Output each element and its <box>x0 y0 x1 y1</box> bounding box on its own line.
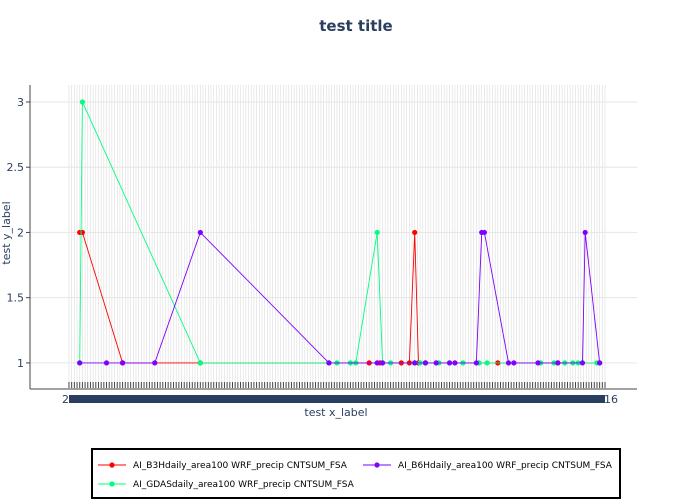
legend-box <box>91 448 621 499</box>
y-tick-label: 3 <box>17 96 24 109</box>
data-point <box>422 360 429 366</box>
x-axis-label: test x_label <box>304 406 367 419</box>
data-point <box>374 360 380 366</box>
data-point <box>412 229 418 236</box>
legend: AI_B3Hdaily_area100 WRF_precip CNTSUM_FS… <box>91 448 621 499</box>
data-point <box>77 360 83 366</box>
data-point <box>555 360 561 366</box>
data-point <box>326 360 332 366</box>
legend-swatch-marker <box>109 481 115 487</box>
data-point <box>535 360 541 366</box>
y-axis-label: test y_label <box>0 201 13 264</box>
y-tick-label: 1.5 <box>7 292 25 305</box>
data-point <box>582 229 588 236</box>
data-point <box>79 229 85 236</box>
data-point <box>446 360 453 366</box>
x-tick-labels-overlap <box>69 395 605 403</box>
data-point <box>433 360 439 366</box>
data-point <box>197 360 203 366</box>
data-point <box>484 360 490 366</box>
legend-swatch-marker <box>374 462 380 468</box>
data-point <box>505 360 512 366</box>
data-point <box>412 360 418 366</box>
data-point <box>473 360 479 366</box>
data-point <box>579 360 586 366</box>
series-group <box>77 229 603 366</box>
y-axis: 1 1.5 2 2.5 3 <box>7 85 31 389</box>
y-tick-label: 2.5 <box>7 161 25 174</box>
chart-title: test title <box>319 17 392 35</box>
data-point <box>597 360 603 366</box>
data-point <box>103 360 110 366</box>
grid <box>30 85 637 389</box>
x-tick-label-start: 20 <box>62 393 76 406</box>
data-point <box>379 360 386 366</box>
data-point <box>120 360 126 366</box>
data-point <box>374 229 380 236</box>
legend-label: AI_B6Hdaily_area100 WRF_precip CNTSUM_FS… <box>398 461 613 471</box>
legend-label: AI_B3Hdaily_area100 WRF_precip CNTSUM_FS… <box>133 461 348 471</box>
data-point <box>481 229 487 236</box>
data-point <box>152 360 158 366</box>
data-point <box>79 99 85 105</box>
series-layer <box>77 99 603 366</box>
legend-label: AI_GDASdaily_area100 WRF_precip CNTSUM_F… <box>133 480 355 490</box>
y-tick-label: 2 <box>17 226 24 239</box>
legend-swatch-marker <box>109 462 115 468</box>
data-point <box>511 360 517 366</box>
data-point <box>197 229 203 236</box>
x-tick-label-end: 16 <box>604 393 618 406</box>
data-point <box>452 360 458 366</box>
x-axis: 20 16 <box>30 382 637 406</box>
y-tick-label: 1 <box>17 357 24 370</box>
